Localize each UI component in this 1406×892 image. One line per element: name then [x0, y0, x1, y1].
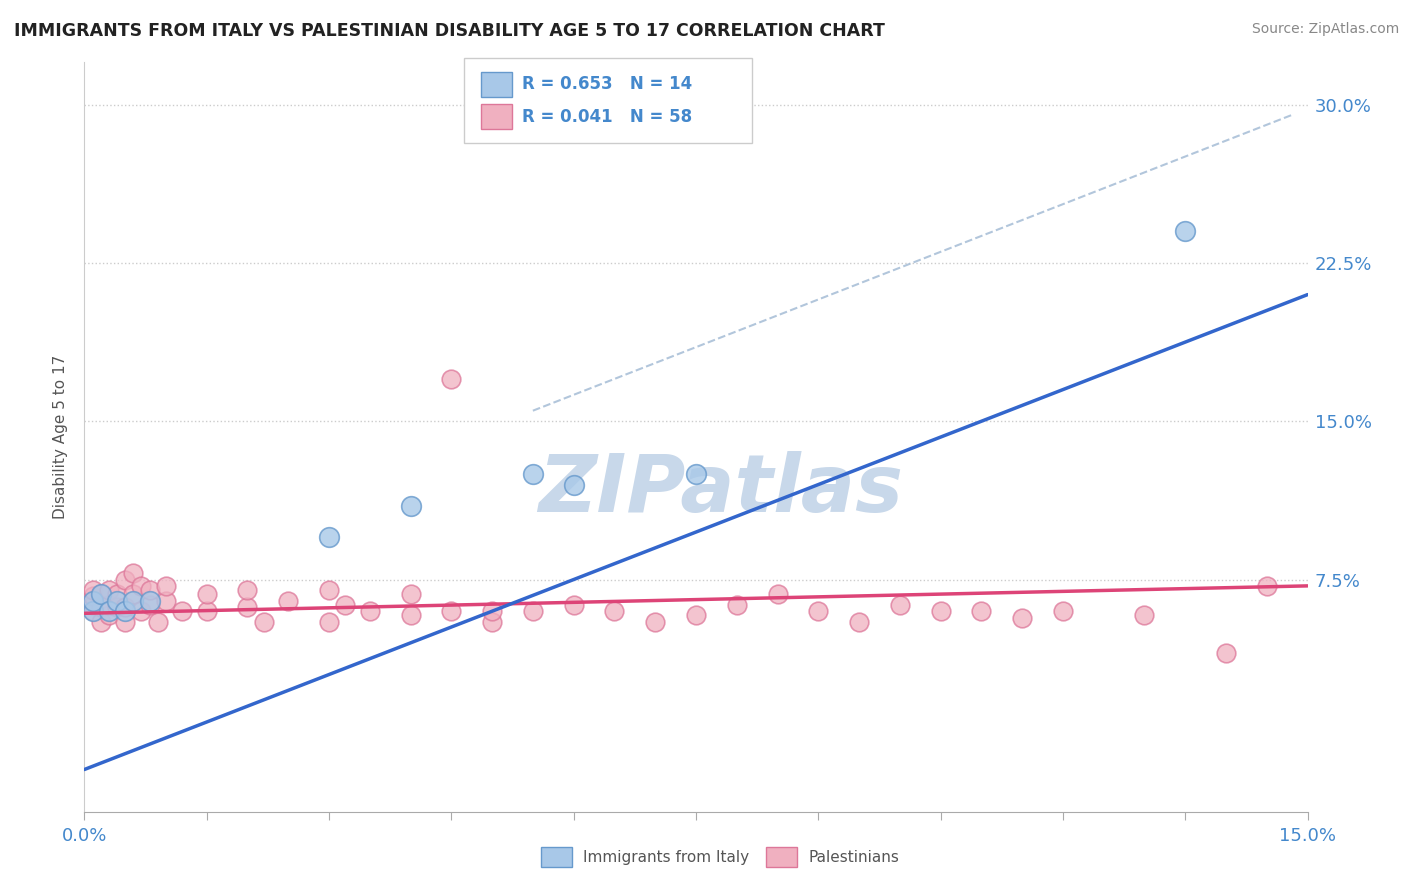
Point	[1215, 647, 1237, 661]
Point	[105, 593, 128, 607]
Point	[848, 615, 870, 629]
Point	[318, 615, 340, 629]
Point	[481, 604, 503, 618]
Point	[82, 593, 104, 607]
Point	[82, 604, 104, 618]
Point	[1256, 579, 1278, 593]
Point	[440, 372, 463, 386]
Point	[1052, 604, 1074, 618]
Point	[399, 587, 422, 601]
Point	[685, 467, 707, 481]
Point	[122, 593, 145, 607]
Point	[122, 587, 145, 601]
Point	[82, 583, 104, 598]
Point	[195, 587, 218, 601]
Point	[90, 587, 112, 601]
Point	[82, 604, 104, 618]
Point	[399, 499, 422, 513]
Point	[114, 599, 136, 614]
Point	[522, 604, 544, 618]
Point	[725, 598, 748, 612]
Point	[82, 590, 104, 604]
Point	[481, 615, 503, 629]
Point	[318, 583, 340, 598]
Text: IMMIGRANTS FROM ITALY VS PALESTINIAN DISABILITY AGE 5 TO 17 CORRELATION CHART: IMMIGRANTS FROM ITALY VS PALESTINIAN DIS…	[14, 22, 884, 40]
Point	[889, 598, 911, 612]
Point	[277, 593, 299, 607]
Point	[114, 573, 136, 587]
Point	[131, 579, 153, 593]
Point	[155, 579, 177, 593]
Point	[562, 598, 585, 612]
Point	[236, 599, 259, 614]
Point	[155, 593, 177, 607]
Point	[766, 587, 789, 601]
Point	[359, 604, 381, 618]
Point	[807, 604, 830, 618]
Point	[105, 599, 128, 614]
Point	[1011, 610, 1033, 624]
Point	[253, 615, 276, 629]
Point	[1133, 608, 1156, 623]
Text: R = 0.041   N = 58: R = 0.041 N = 58	[522, 108, 692, 126]
Point	[90, 587, 112, 601]
Point	[82, 598, 104, 612]
Point	[97, 583, 120, 598]
Text: Immigrants from Italy: Immigrants from Italy	[583, 850, 749, 864]
Point	[138, 598, 160, 612]
Point	[97, 604, 120, 618]
Point	[146, 615, 169, 629]
Point	[97, 598, 120, 612]
Point	[105, 587, 128, 601]
Point	[131, 604, 153, 618]
Point	[122, 566, 145, 581]
Point	[644, 615, 666, 629]
Point	[335, 598, 357, 612]
Point	[114, 604, 136, 618]
Point	[90, 615, 112, 629]
Point	[97, 608, 120, 623]
Point	[236, 583, 259, 598]
Point	[172, 604, 194, 618]
Point	[603, 604, 626, 618]
Point	[138, 593, 160, 607]
Text: R = 0.653   N = 14: R = 0.653 N = 14	[522, 75, 692, 93]
Point	[522, 467, 544, 481]
Point	[440, 604, 463, 618]
Point	[929, 604, 952, 618]
Point	[399, 608, 422, 623]
Point	[195, 604, 218, 618]
Point	[318, 530, 340, 544]
Point	[114, 615, 136, 629]
Point	[90, 599, 112, 614]
Text: Source: ZipAtlas.com: Source: ZipAtlas.com	[1251, 22, 1399, 37]
Text: ZIPatlas: ZIPatlas	[538, 450, 903, 529]
Point	[970, 604, 993, 618]
Point	[1174, 224, 1197, 238]
Y-axis label: Disability Age 5 to 17: Disability Age 5 to 17	[53, 355, 69, 519]
Text: Palestinians: Palestinians	[808, 850, 900, 864]
Point	[685, 608, 707, 623]
Point	[138, 583, 160, 598]
Point	[562, 477, 585, 491]
